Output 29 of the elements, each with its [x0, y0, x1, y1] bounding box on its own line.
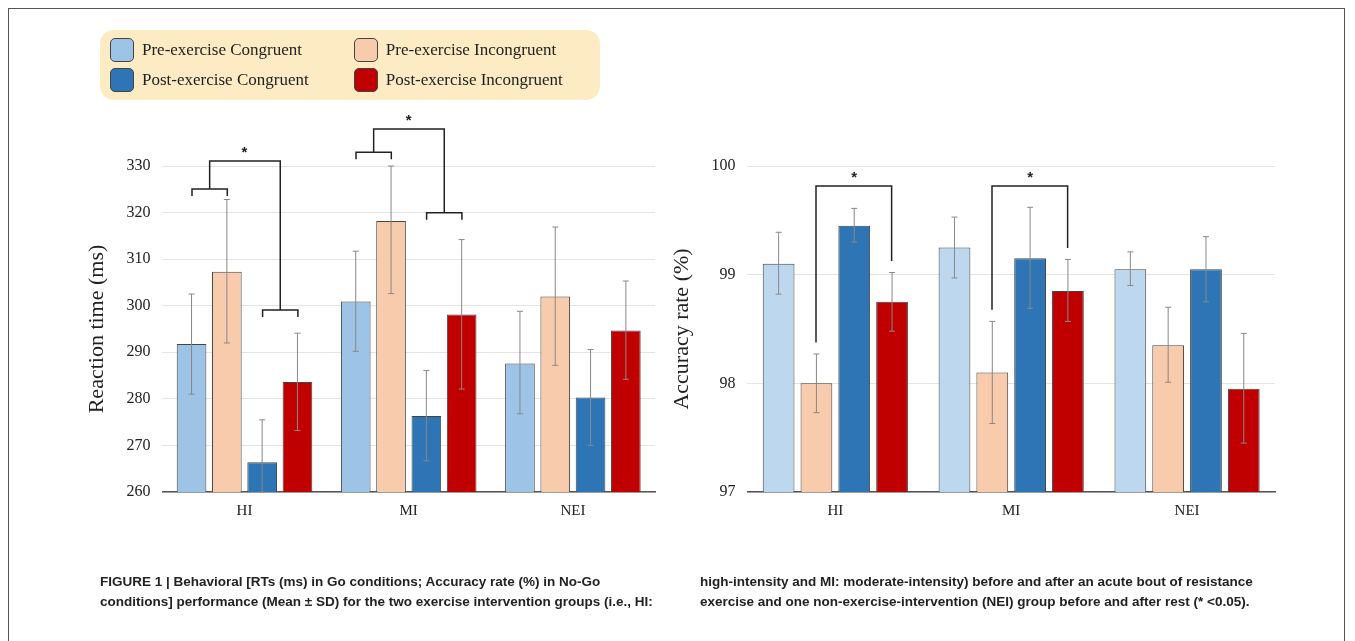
y-tick-label: 310 [126, 249, 151, 267]
x-tick-label: HI [236, 501, 253, 518]
y-tick-label: 260 [126, 482, 151, 500]
x-tick-label: NEI [560, 501, 586, 518]
annotation: * [851, 167, 858, 185]
legend-label: Post-exercise Incongruent [385, 70, 563, 90]
y-tick-label: 97 [719, 482, 736, 500]
y-tick-label: 270 [126, 435, 151, 453]
legend-label: Pre-exercise Congruent [142, 40, 303, 60]
y-tick-label: 290 [126, 342, 151, 360]
y-tick-label: 330 [126, 156, 151, 174]
annotation: * [1027, 167, 1034, 185]
legend-label: Pre-exercise Incongruent [385, 40, 557, 60]
x-tick-label: NEI [1174, 501, 1200, 518]
y-tick-label: 100 [711, 156, 736, 174]
y-axis-title: Reaction time (ms) [82, 244, 108, 414]
x-tick-label: MI [399, 501, 418, 518]
y-axis-title: Accuracy rate (%) [667, 248, 693, 410]
y-tick-label: 280 [126, 389, 151, 407]
y-tick-label: 99 [719, 264, 736, 282]
y-tick-label: 300 [126, 295, 151, 313]
text: * [405, 110, 412, 128]
y-tick-label: 320 [126, 202, 151, 220]
x-tick-label: HI [827, 501, 844, 518]
legend-label: Post-exercise Congruent [142, 70, 309, 90]
text: * [241, 143, 248, 161]
y-tick-label: 98 [719, 373, 736, 391]
x-tick-label: MI [1002, 501, 1021, 518]
text: FIGURE 1 | Behavioral [RTs (ms) in Go conditions; Accuracy rate (%) in No-Go conditions] performance (Mean ± SD) for the two exercise intervention groups (i.e., HI: high-intensity and MI: moderate-intensity) before and after an acute bout of resistance exercise and one non-exercise-intervention (NEI) group before and after rest (* <0.05). [100, 574, 1253, 609]
